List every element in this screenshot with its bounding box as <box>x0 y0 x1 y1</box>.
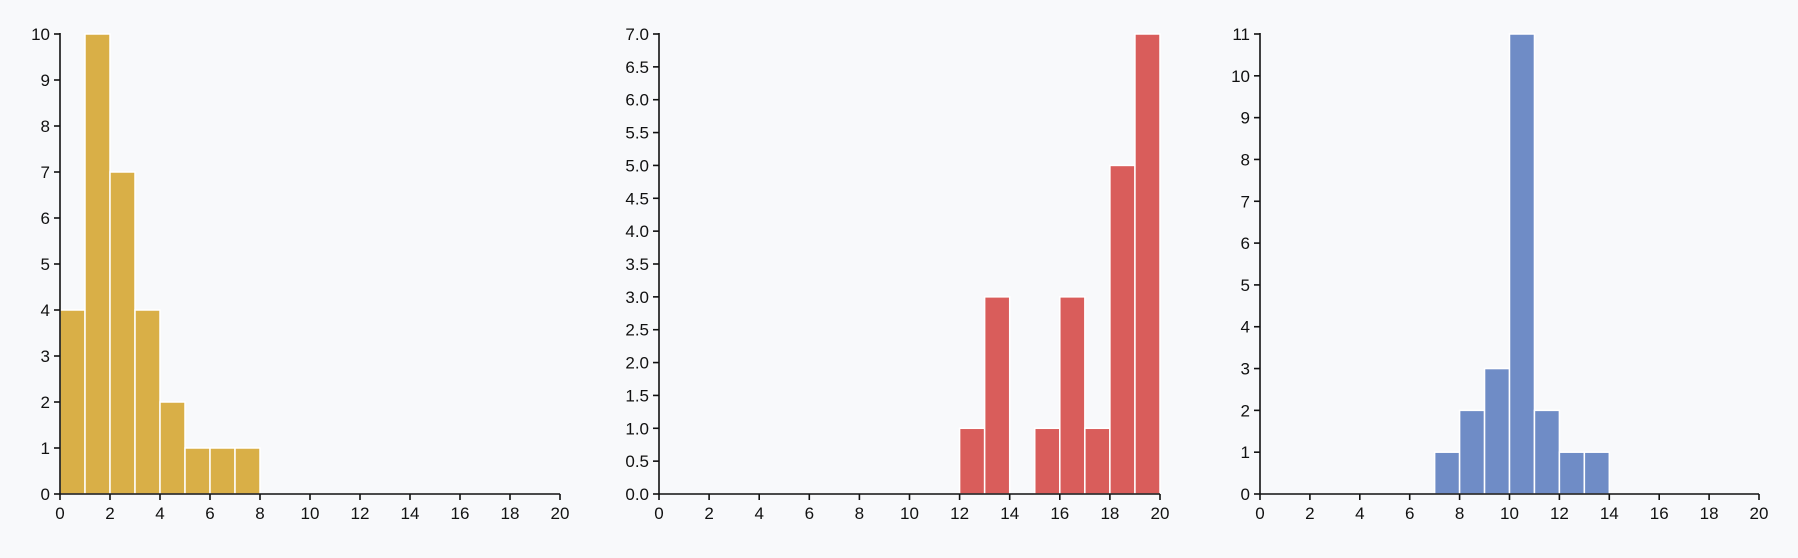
histogram-2-y-tick-label: 0.0 <box>625 485 649 504</box>
histogram-1-x-tick-label: 6 <box>205 504 214 523</box>
histogram-2-bar <box>1034 427 1061 495</box>
histogram-2-y-tick-label: 6.0 <box>625 91 649 110</box>
histogram-1-bar <box>209 447 236 495</box>
histogram-3-y-tick-label: 8 <box>1241 150 1250 169</box>
histogram-3-x-tick-label: 14 <box>1600 504 1619 523</box>
histogram-2-y-tick-label: 5.0 <box>625 156 649 175</box>
histogram-1-y-tick-label: 1 <box>41 439 50 458</box>
histogram-1-y-tick-label: 7 <box>41 163 50 182</box>
histogram-1-y-tick-label: 5 <box>41 255 50 274</box>
histogram-2-y-tick-label: 6.5 <box>625 58 649 77</box>
histogram-2-x-tick-label: 14 <box>1000 504 1019 523</box>
histogram-3-y-tick-label: 6 <box>1241 234 1250 253</box>
histogram-3-x-tick-label: 18 <box>1700 504 1719 523</box>
histogram-1-y-tick-label: 0 <box>41 485 50 504</box>
histogram-3-y-tick-label: 1 <box>1241 443 1250 462</box>
histogram-1-y-tick-label: 3 <box>41 347 50 366</box>
histogram-3-bar <box>1558 451 1586 495</box>
histogram-1-y-tick-label: 9 <box>41 71 50 90</box>
histogram-2-x-tick-label: 12 <box>950 504 969 523</box>
histogram-2-y-tick-label: 1.5 <box>625 386 649 405</box>
histogram-1-bar <box>184 447 211 495</box>
histogram-3-y-tick-label: 5 <box>1241 276 1250 295</box>
histogram-2-y-tick-label: 3.0 <box>625 288 649 307</box>
histogram-3-x-tick-label: 2 <box>1305 504 1314 523</box>
histogram-2-x-tick-label: 2 <box>704 504 713 523</box>
histogram-2-bar <box>1134 33 1161 495</box>
histogram-2-y-tick-label: 7.0 <box>625 25 649 44</box>
histogram-1-y-tick-label: 8 <box>41 117 50 136</box>
histogram-1-bar <box>134 309 161 495</box>
histogram-3-x-tick-label: 6 <box>1405 504 1414 523</box>
histogram-3-x-tick-label: 20 <box>1750 504 1769 523</box>
histogram-2-bar <box>983 296 1011 495</box>
histogram-2-y-tick-label: 2.5 <box>625 321 649 340</box>
histogram-3-x-tick-label: 10 <box>1500 504 1519 523</box>
histogram-1-x-tick-label: 2 <box>105 504 114 523</box>
histogram-3-y-tick-label: 0 <box>1241 485 1250 504</box>
histogram-2-x-tick-label: 0 <box>654 504 663 523</box>
histogram-3-y-tick-label: 9 <box>1241 109 1250 128</box>
histogram-2-y-tick-label: 1.0 <box>625 419 649 438</box>
histogram-2-y-tick-label: 4.0 <box>625 222 649 241</box>
histogram-3-x-tick-label: 12 <box>1550 504 1569 523</box>
histogram-1-y-tick-label: 6 <box>41 209 50 228</box>
histogram-1-bar <box>159 401 186 495</box>
histogram-2-y-tick-label: 2.0 <box>625 354 649 373</box>
histogram-1-y-tick-label: 4 <box>41 301 50 320</box>
histogram-2-x-tick-label: 8 <box>855 504 864 523</box>
histogram-1-x-tick-label: 20 <box>551 504 570 523</box>
histogram-3-x-tick-label: 16 <box>1650 504 1669 523</box>
histogram-3-bar <box>1583 451 1611 495</box>
histogram-1-bar <box>59 309 86 495</box>
histogram-2-x-tick-label: 6 <box>805 504 814 523</box>
histogram-2-x-tick-label: 4 <box>754 504 763 523</box>
histogram-1-bar <box>84 33 111 495</box>
histogram-2-y-tick-label: 5.5 <box>625 124 649 143</box>
histogram-1-x-tick-label: 14 <box>401 504 420 523</box>
histogram-1-x-tick-label: 10 <box>301 504 320 523</box>
histogram-1-x-tick-label: 16 <box>451 504 470 523</box>
histogram-3-bar <box>1508 33 1536 495</box>
histogram-3-y-tick-label: 3 <box>1241 360 1250 379</box>
histogram-2-x-tick-label: 10 <box>900 504 919 523</box>
histogram-1-bar <box>109 171 136 495</box>
histogram-1-y-tick-label: 10 <box>31 25 50 44</box>
histogram-2-bar <box>1109 164 1136 495</box>
histogram-3-y-tick-label: 7 <box>1241 192 1250 211</box>
histogram-2-y-tick-label: 0.5 <box>625 452 649 471</box>
histogram-3-bar <box>1533 409 1561 495</box>
histogram-1-bar <box>234 447 261 495</box>
histogram-3-bar <box>1433 451 1461 495</box>
histogram-2-y-tick-label: 3.5 <box>625 255 649 274</box>
histogram-1-x-tick-label: 8 <box>255 504 264 523</box>
histogram-1-x-tick-label: 0 <box>55 504 64 523</box>
histogram-3-x-tick-label: 4 <box>1355 504 1364 523</box>
histogram-2-x-tick-label: 18 <box>1100 504 1119 523</box>
histogram-2-bar <box>1059 296 1086 495</box>
histogram-3-y-tick-label: 11 <box>1232 25 1250 44</box>
histogram-3-y-tick-label: 2 <box>1241 401 1250 420</box>
histogram-1-x-tick-label: 12 <box>351 504 370 523</box>
histogram-2-x-tick-label: 20 <box>1151 504 1170 523</box>
histogram-3-bar <box>1483 367 1511 495</box>
histogram-1-x-tick-label: 4 <box>155 504 164 523</box>
histogram-2-y-tick-label: 4.5 <box>625 189 649 208</box>
histogram-2-bar <box>1084 427 1111 495</box>
histogram-2-bar <box>958 427 986 495</box>
histogram-3-y-tick-label: 4 <box>1241 318 1250 337</box>
histogram-3-x-tick-label: 8 <box>1455 504 1464 523</box>
histogram-2-x-tick-label: 16 <box>1050 504 1069 523</box>
histogram-2: 0 2 4 6 8 10 12 14 16 18 20 0.0 0.5 1.0 1.5 2.0 2.5 3.0 3.… <box>625 25 1169 523</box>
histogram-1-x-tick-label: 18 <box>501 504 520 523</box>
histogram-3-y-tick-label: 10 <box>1231 67 1250 86</box>
histogram-3-x-tick-label: 0 <box>1255 504 1264 523</box>
histogram-3-bar <box>1458 409 1486 495</box>
histogram-1-y-tick-label: 2 <box>41 393 50 412</box>
